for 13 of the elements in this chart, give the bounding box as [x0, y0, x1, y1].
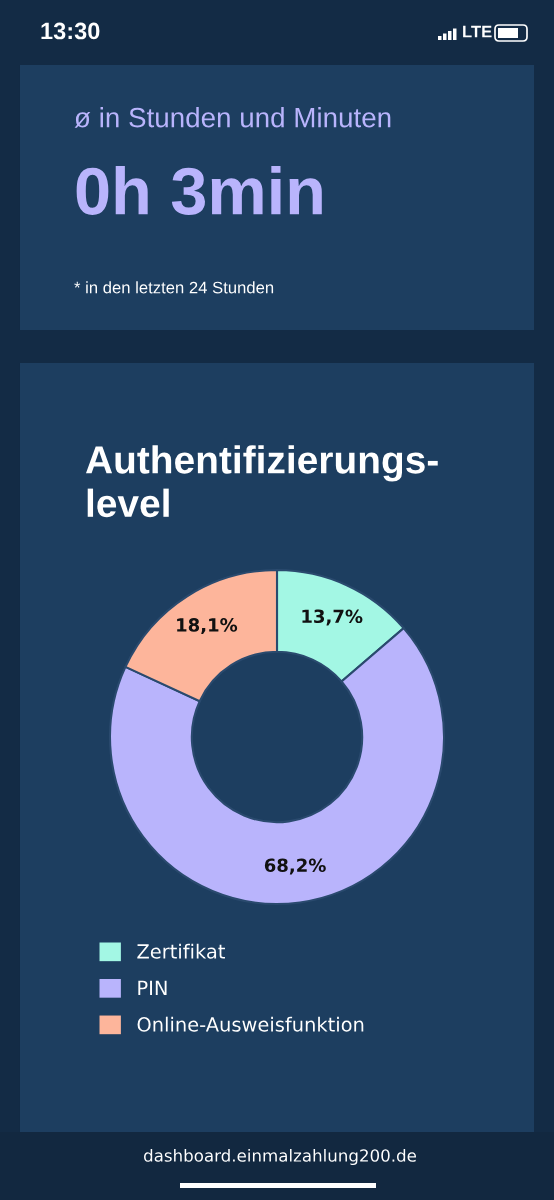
text: ø in Stunden und Minuten [74, 107, 391, 128]
text: 13:30 [41, 22, 100, 40]
legend-label: Zertifikat [137, 943, 225, 959]
data-label: 68,2% [264, 858, 326, 875]
chart-title: Authentifizierungs- level [85, 445, 438, 518]
data-label: 18,1% [177, 618, 238, 635]
text: LTE [463, 25, 492, 38]
legend-label: Online-Ausweisfunktion [137, 1016, 364, 1032]
text: dashboard.einmalzahlung200.de [144, 1148, 417, 1166]
text: * in den letzten 24 Stunden [74, 281, 274, 294]
text: 0h 3min [76, 165, 322, 215]
legend-label: PIN [138, 980, 167, 995]
data-label: 13,7% [302, 609, 363, 626]
